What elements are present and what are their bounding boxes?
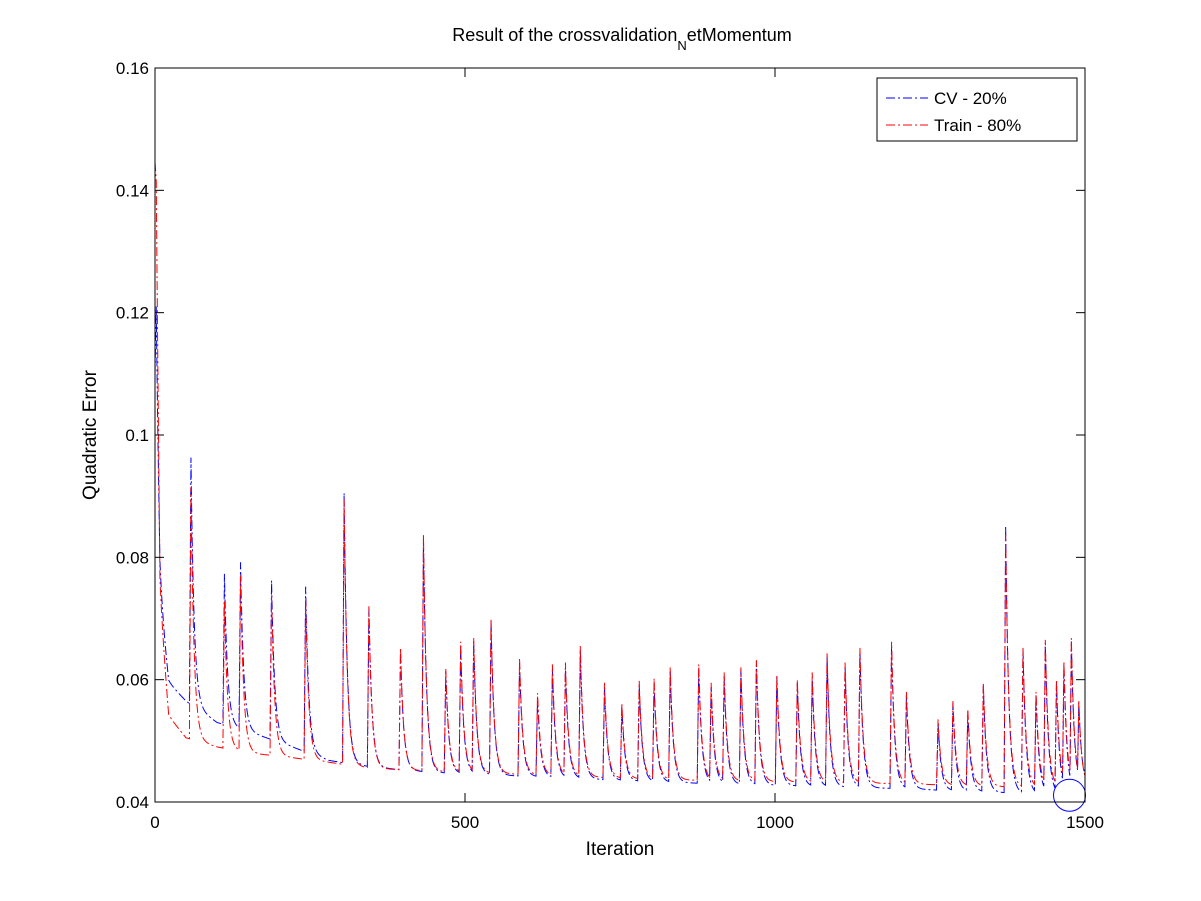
series-line-cv — [154, 306, 1086, 794]
y-tick-label: 0.1 — [125, 426, 149, 445]
chart-title-main: Result of the crossvalidation — [452, 25, 677, 45]
chart-title-subscript: N — [677, 38, 686, 53]
x-tick-label: 0 — [150, 813, 159, 832]
legend-box — [876, 77, 1078, 142]
y-tick-label: 0.12 — [116, 304, 149, 323]
plot-area: 0 500 1000 1500 0.04 0.06 0.08 0.1 0.12 0.14 0.16 — [116, 59, 1104, 832]
legend-label-cv: CV - 20% — [934, 89, 1007, 108]
y-tick-label: 0.08 — [116, 548, 149, 567]
chart-title: Result of the crossvalidationNetMomentum — [452, 25, 792, 53]
y-tick-label: 0.16 — [116, 59, 149, 78]
series-line-train — [154, 162, 1086, 788]
x-axis-label: Iteration — [586, 839, 655, 860]
series-layer — [154, 162, 1086, 794]
x-ticks: 0 500 1000 1500 — [150, 68, 1104, 832]
x-tick-label: 1000 — [756, 813, 794, 832]
legend: CV - 20% Train - 80% — [876, 77, 1078, 142]
y-ticks: 0.04 0.06 0.08 0.1 0.12 0.14 0.16 — [116, 59, 1085, 812]
y-axis-label: Quadratic Error — [80, 369, 101, 500]
x-tick-label: 1500 — [1066, 813, 1104, 832]
legend-label-train: Train - 80% — [934, 116, 1021, 135]
x-tick-label: 500 — [451, 813, 479, 832]
y-tick-label: 0.06 — [116, 671, 149, 690]
legend-entries: CV - 20% Train - 80% — [886, 89, 1021, 135]
chart-title-rest: etMomentum — [687, 25, 792, 45]
y-tick-label: 0.14 — [116, 181, 149, 200]
y-tick-label: 0.04 — [116, 793, 149, 812]
